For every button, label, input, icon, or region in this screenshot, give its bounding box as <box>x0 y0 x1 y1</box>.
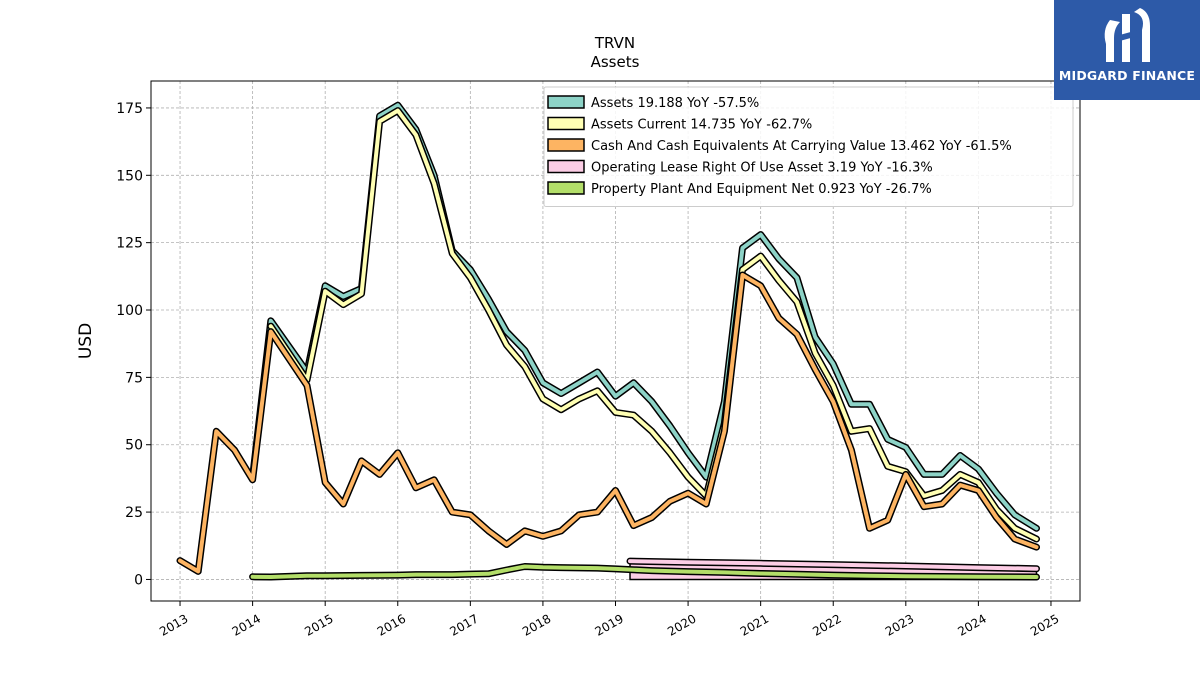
x-tick-label: 2017 <box>447 611 480 638</box>
series-lines <box>176 101 1040 581</box>
x-tick-label: 2013 <box>157 611 190 638</box>
legend-swatch <box>547 116 585 131</box>
x-tick-label: 2016 <box>375 611 408 638</box>
y-axis: 0 25 50 75 100 125 150 175 <box>116 101 151 588</box>
legend-swatch <box>547 95 585 109</box>
x-tick-label: 2023 <box>883 611 916 638</box>
chart-subtitle: Assets <box>591 53 640 71</box>
logo-mark-icon <box>1104 8 1150 62</box>
y-tick-label: 25 <box>125 505 143 521</box>
x-tick-label: 2021 <box>738 611 771 638</box>
legend-label: Property Plant And Equipment Net 0.923 Y… <box>591 182 932 197</box>
series-outline <box>176 271 1040 575</box>
series-line <box>178 273 1039 574</box>
y-tick-label: 75 <box>125 370 143 386</box>
x-tick-label: 2019 <box>593 611 626 638</box>
legend-label: Cash And Cash Equivalents At Carrying Va… <box>591 139 1012 154</box>
legend-label: Assets 19.188 YoY -57.5% <box>591 96 759 111</box>
x-tick-label: 2018 <box>520 611 553 638</box>
legend-swatch <box>547 159 585 174</box>
legend-label: Assets Current 14.735 YoY -62.7% <box>591 118 812 133</box>
x-tick-label: 2014 <box>230 611 263 638</box>
chart-title: TRVN <box>594 34 635 52</box>
y-tick-label: 175 <box>116 101 143 117</box>
series-line <box>628 559 1039 571</box>
series-line <box>250 564 1039 579</box>
legend-swatch <box>547 138 585 152</box>
legend-swatch <box>547 181 585 195</box>
x-tick-label: 2015 <box>302 611 335 638</box>
x-axis: 2013 2014 2015 2016 2017 2018 2019 2020 2021 2022… <box>157 601 1061 639</box>
legend-label: Operating Lease Right Of Use Asset 3.19 … <box>591 161 933 176</box>
x-tick-label: 2020 <box>665 611 698 638</box>
y-axis-label: USD <box>76 323 96 359</box>
brand-logo: MIDGARD FINANCE <box>1054 0 1200 100</box>
y-tick-label: 50 <box>125 438 143 454</box>
brand-name: MIDGARD FINANCE <box>1058 68 1196 83</box>
y-tick-label: 100 <box>116 303 143 319</box>
y-tick-label: 150 <box>116 168 143 184</box>
legend: Assets 19.188 YoY -57.5% Assets Current 1… <box>543 86 1074 207</box>
y-tick-label: 0 <box>134 572 143 588</box>
x-tick-label: 2025 <box>1028 611 1061 638</box>
y-tick-label: 125 <box>116 236 143 252</box>
legend-box <box>543 86 1074 207</box>
x-tick-label: 2024 <box>955 611 988 638</box>
series-line <box>250 103 1039 531</box>
x-tick-label: 2022 <box>810 611 843 638</box>
